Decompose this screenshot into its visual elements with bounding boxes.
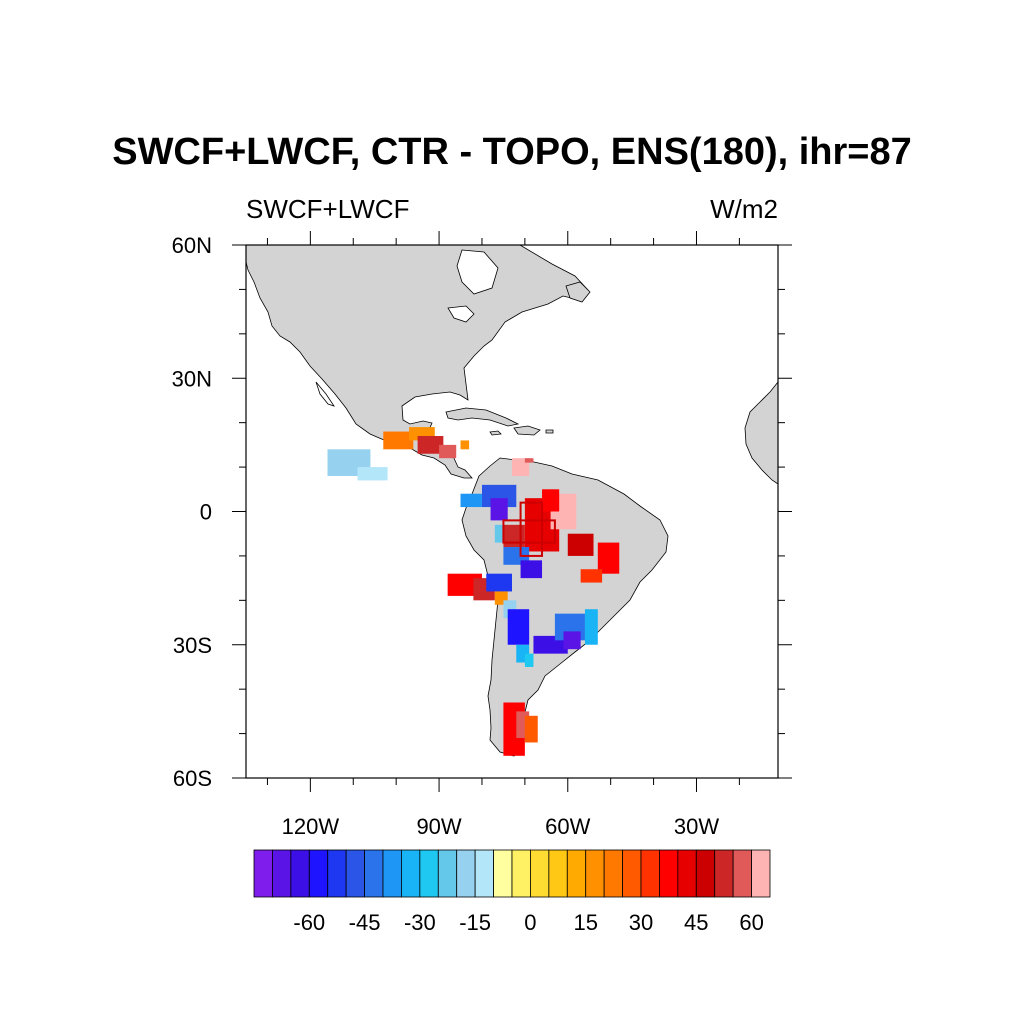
gulf-california-water [315, 381, 335, 407]
colorbar-label: -45 [349, 910, 381, 935]
field-cell [460, 493, 482, 508]
colorbar-swatch [751, 849, 771, 898]
jamaica-island [489, 430, 502, 436]
colorbar-swatch [253, 849, 273, 898]
lon-label: 90W [416, 814, 461, 839]
region-box [519, 501, 544, 557]
colorbar-swatch [622, 849, 642, 898]
map-panel [246, 245, 778, 778]
region-boxes [502, 501, 556, 557]
hudson-bay-water [456, 249, 499, 295]
colorbar-swatch [345, 849, 365, 898]
field-cell [520, 560, 543, 579]
lat-label: 0 [200, 500, 212, 525]
colorbar-swatch [659, 849, 679, 898]
latitude-labels: 60N 30N 0 30S 60S [172, 233, 212, 791]
field-cell [503, 524, 525, 548]
colorbar-swatch [603, 849, 623, 898]
field-cell [507, 609, 530, 645]
axis-ticks [232, 231, 792, 792]
colorbar-swatch [511, 849, 531, 898]
field-cell [383, 431, 414, 450]
field-cell [486, 573, 512, 592]
colorbar-label: -30 [404, 910, 436, 935]
lat-label: 30S [173, 633, 212, 658]
field-cell [580, 569, 603, 583]
field-cell [524, 458, 534, 463]
colorbar-swatch [566, 849, 587, 898]
lon-label: 120W [282, 814, 340, 839]
field-cell [584, 609, 598, 645]
colorbar-label: -15 [459, 910, 491, 935]
colorbar-swatch [493, 849, 513, 898]
field-cell [567, 533, 594, 556]
colorbar-label: 45 [684, 910, 708, 935]
right-string: W/m2 [710, 194, 778, 224]
colorbar-swatch [290, 849, 310, 898]
colorbar-swatch [732, 849, 752, 898]
field-cell [494, 524, 504, 543]
africa-land [744, 381, 778, 485]
colorbar-swatch [419, 849, 439, 898]
figure-title: SWCF+LWCF, CTR - TOPO, ENS(180), ihr=87 [112, 131, 912, 173]
lon-label: 60W [545, 814, 590, 839]
colorbar-swatch [456, 849, 476, 898]
lat-label: 30N [172, 366, 212, 391]
lat-label: 60S [173, 766, 212, 791]
colorbar-swatch [364, 849, 384, 898]
colorbar-swatch [714, 849, 734, 898]
field-cell [417, 435, 444, 454]
colorbar-swatch [308, 849, 329, 898]
colorbar [253, 849, 771, 898]
colorbar-swatch [695, 849, 716, 898]
colorbar-label: 0 [524, 910, 536, 935]
hispaniola-island [513, 425, 541, 436]
lat-label: 60N [172, 233, 212, 258]
colorbar-swatch [327, 849, 347, 898]
colorbar-swatch [401, 849, 421, 898]
colorbar-label: 60 [739, 910, 763, 935]
colorbar-swatch [585, 849, 605, 898]
region-box [502, 519, 556, 544]
colorbar-swatch [474, 849, 494, 898]
colorbar-labels: -60 -45 -30 -15 0 15 30 45 60 [293, 910, 763, 935]
colorbar-swatch [640, 849, 660, 898]
field-cell [563, 631, 581, 650]
colorbar-swatch [548, 849, 568, 898]
great-lakes-water [447, 305, 475, 323]
field-cell [357, 467, 388, 481]
field-cell [524, 715, 538, 743]
puerto-rico-island [545, 429, 554, 434]
cuba-island [445, 407, 520, 427]
field-cell [597, 542, 620, 574]
longitude-labels: 120W 90W 60W 30W [282, 814, 720, 839]
field-cell [542, 489, 560, 512]
newfoundland-island [565, 281, 591, 303]
left-string: SWCF+LWCF [246, 194, 409, 224]
colorbar-label: -60 [293, 910, 325, 935]
field-cell [460, 440, 470, 450]
colorbar-swatch [382, 849, 402, 898]
field-cell [524, 653, 534, 667]
colorbar-swatch [677, 849, 697, 898]
colorbar-label: 30 [629, 910, 653, 935]
colorbar-label: 15 [573, 910, 597, 935]
colorbar-swatch [437, 849, 458, 898]
colorbar-swatch [530, 849, 550, 898]
field-cell [439, 444, 457, 459]
field-cell [490, 498, 508, 521]
colorbar-swatch [272, 849, 292, 898]
lon-label: 30W [674, 814, 719, 839]
